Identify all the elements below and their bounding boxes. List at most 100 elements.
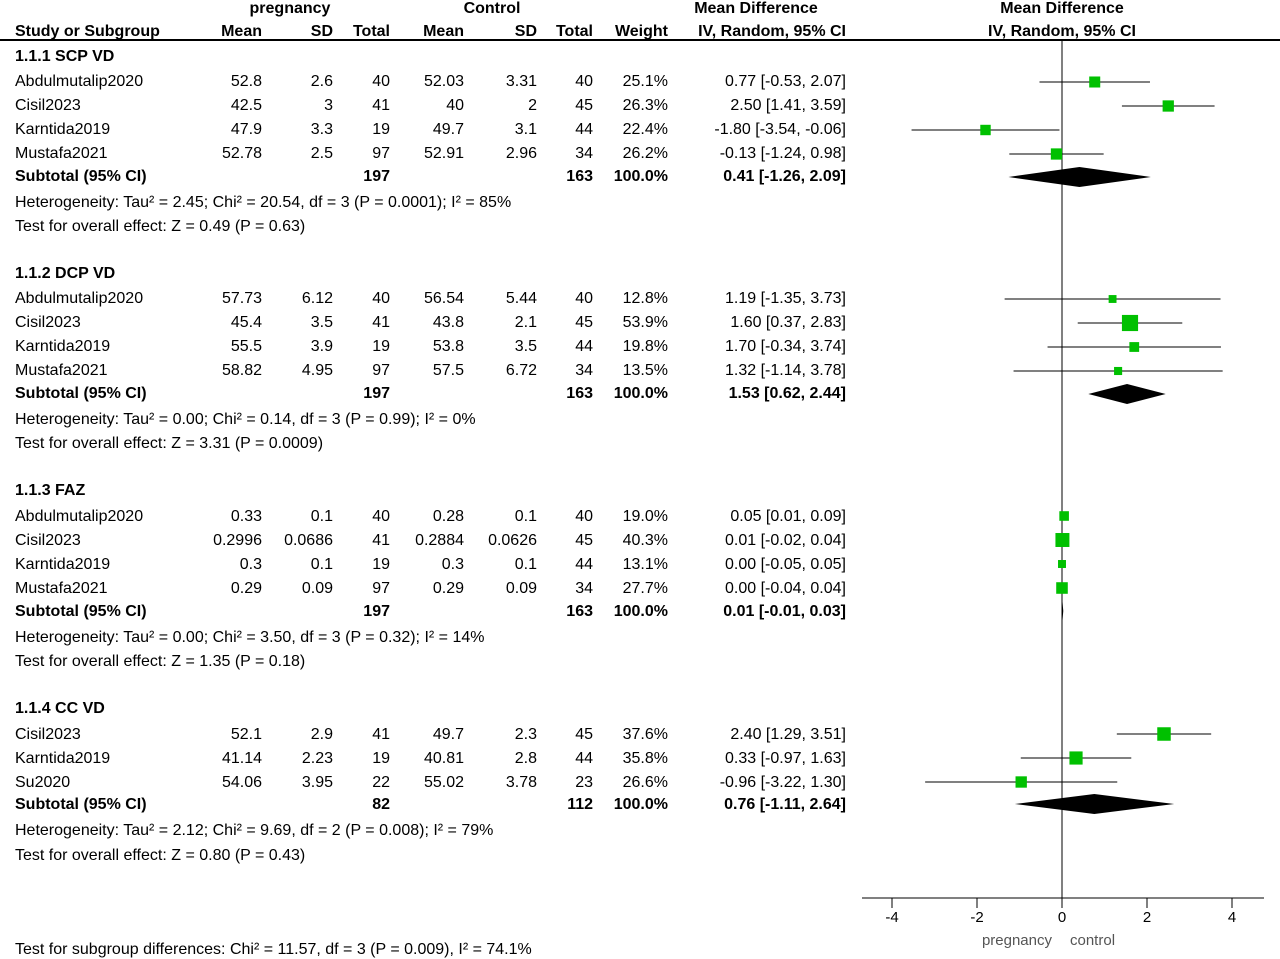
- subtotal-total-control: 163: [566, 385, 593, 402]
- col-total-pregnancy: Total: [352, 23, 390, 40]
- sd-pregnancy: 0.1: [310, 556, 333, 573]
- total-pregnancy: 19: [372, 750, 390, 767]
- subtotal-label: Subtotal (95% CI): [15, 796, 147, 813]
- study-point: [1058, 560, 1066, 568]
- total-pregnancy: 40: [372, 508, 390, 525]
- subtotal-md-ci: 0.01 [-0.01, 0.03]: [723, 603, 846, 620]
- sd-pregnancy: 0.0686: [284, 532, 333, 549]
- md-header-title: Mean Difference: [694, 0, 818, 17]
- mean-pregnancy: 0.33: [230, 508, 262, 525]
- mean-pregnancy: 57.73: [221, 290, 262, 307]
- total-control: 40: [575, 73, 593, 90]
- total-pregnancy: 97: [372, 580, 390, 597]
- weight: 35.8%: [622, 750, 668, 767]
- mean-pregnancy: 45.4: [230, 314, 262, 331]
- md-ci: 0.01 [-0.02, 0.04]: [725, 532, 846, 549]
- mean-pregnancy: 47.9: [230, 121, 262, 138]
- md-ci: 0.33 [-0.97, 1.63]: [725, 750, 846, 767]
- total-pregnancy: 97: [372, 145, 390, 162]
- mean-control: 0.29: [432, 580, 464, 597]
- study-name: Karntida2019: [15, 556, 111, 573]
- study-point: [1056, 582, 1068, 594]
- sd-pregnancy: 0.1: [310, 508, 333, 525]
- mean-pregnancy: 55.5: [230, 338, 262, 355]
- col-sd-control: SD: [514, 23, 537, 40]
- study-point: [1121, 314, 1139, 332]
- sd-control: 2.1: [514, 314, 537, 331]
- total-control: 44: [575, 750, 593, 767]
- mean-control: 57.5: [432, 362, 464, 379]
- total-control: 34: [575, 362, 593, 379]
- sd-control: 3.1: [514, 121, 537, 138]
- total-control: 23: [575, 774, 593, 791]
- sd-control: 3.31: [505, 73, 537, 90]
- study-point: [1055, 533, 1070, 547]
- weight: 25.1%: [622, 73, 668, 90]
- md-ci: -0.13 [-1.24, 0.98]: [719, 145, 846, 162]
- sd-pregnancy: 2.6: [310, 73, 333, 90]
- weight: 22.4%: [622, 121, 668, 138]
- subtotal-total-pregnancy: 197: [363, 385, 390, 402]
- subtotal-md-ci: 1.53 [0.62, 2.44]: [728, 385, 846, 402]
- study-name: Karntida2019: [15, 750, 111, 767]
- mean-control: 0.2884: [415, 532, 464, 549]
- total-pregnancy: 19: [372, 338, 390, 355]
- sd-pregnancy: 6.12: [301, 290, 333, 307]
- subtotal-label: Subtotal (95% CI): [15, 385, 147, 402]
- subtotal-total-control: 112: [567, 796, 593, 813]
- sd-control: 0.1: [514, 508, 537, 525]
- weight: 13.5%: [622, 362, 668, 379]
- sd-pregnancy: 3.5: [310, 314, 333, 331]
- total-pregnancy: 40: [372, 73, 390, 90]
- group-header-pregnancy: pregnancy: [249, 0, 331, 17]
- favours-right-label: control: [1070, 932, 1115, 949]
- forest-header-subtitle: IV, Random, 95% CI: [988, 23, 1136, 40]
- sd-control: 2: [528, 97, 537, 114]
- weight: 19.8%: [622, 338, 668, 355]
- total-pregnancy: 41: [372, 532, 390, 549]
- mean-control: 55.02: [423, 774, 464, 791]
- sd-control: 0.0626: [488, 532, 537, 549]
- mean-pregnancy: 52.1: [230, 726, 262, 743]
- sd-control: 0.1: [514, 556, 537, 573]
- study-point: [1069, 751, 1083, 765]
- total-pregnancy: 22: [372, 774, 390, 791]
- mean-control: 40.81: [423, 750, 464, 767]
- sd-control: 5.44: [505, 290, 537, 307]
- study-name: Abdulmutalip2020: [15, 73, 144, 90]
- sd-pregnancy: 3.9: [310, 338, 333, 355]
- subtotal-total-control: 163: [566, 603, 593, 620]
- mean-pregnancy: 52.78: [221, 145, 262, 162]
- subtotal-md-ci: 0.41 [-1.26, 2.09]: [723, 168, 846, 185]
- study-name: Mustafa2021: [15, 145, 108, 162]
- sd-control: 6.72: [505, 362, 537, 379]
- study-name: Cisil2023: [15, 726, 81, 743]
- mean-control: 52.03: [423, 73, 464, 90]
- subgroup-title: 1.1.4 CC VD: [15, 700, 105, 717]
- study-name: Cisil2023: [15, 314, 81, 331]
- mean-control: 52.91: [423, 145, 464, 162]
- md-ci: 1.32 [-1.14, 3.78]: [725, 362, 846, 379]
- sd-pregnancy: 3.3: [310, 121, 333, 138]
- weight: 26.3%: [622, 97, 668, 114]
- mean-control: 0.3: [441, 556, 464, 573]
- study-point: [1162, 100, 1174, 112]
- subgroup-title: 1.1.3 FAZ: [15, 482, 86, 499]
- study-name: Abdulmutalip2020: [15, 290, 144, 307]
- overall-effect-text: Test for overall effect: Z = 1.35 (P = 0…: [15, 653, 306, 670]
- total-control: 44: [575, 556, 593, 573]
- mean-pregnancy: 0.2996: [213, 532, 262, 549]
- total-pregnancy: 41: [372, 97, 390, 114]
- sd-control: 2.8: [514, 750, 537, 767]
- mean-control: 49.7: [432, 121, 464, 138]
- md-ci: 1.19 [-1.35, 3.73]: [725, 290, 846, 307]
- total-control: 34: [575, 145, 593, 162]
- subtotal-weight: 100.0%: [613, 796, 668, 813]
- total-pregnancy: 19: [372, 121, 390, 138]
- total-control: 40: [575, 508, 593, 525]
- total-pregnancy: 19: [372, 556, 390, 573]
- total-pregnancy: 97: [372, 362, 390, 379]
- md-ci: -0.96 [-3.22, 1.30]: [719, 774, 846, 791]
- mean-pregnancy: 58.82: [221, 362, 262, 379]
